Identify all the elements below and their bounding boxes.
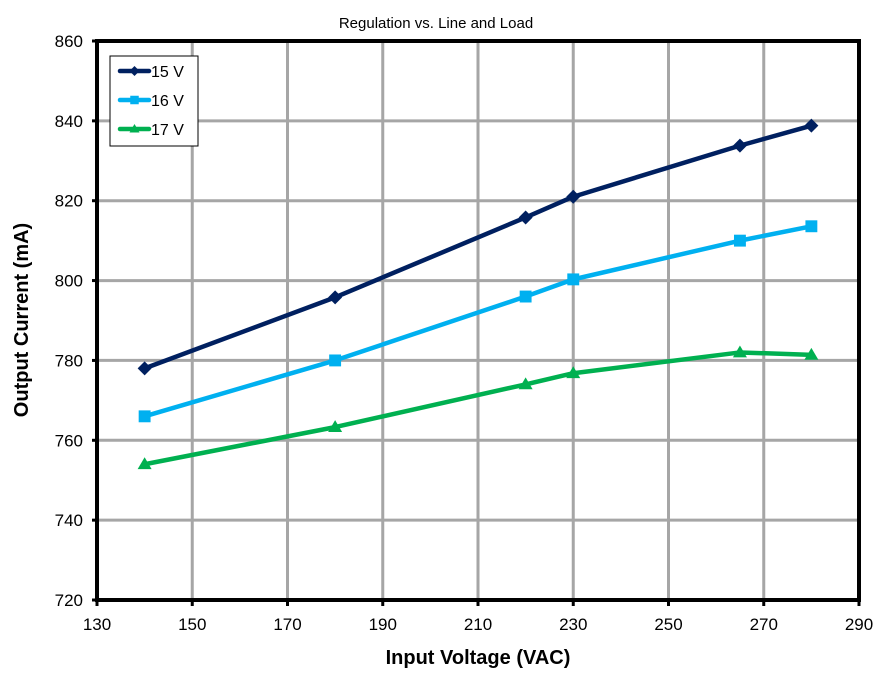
x-tick-label: 230: [559, 615, 587, 634]
x-axis-title: Input Voltage (VAC): [386, 647, 571, 669]
legend-marker-square-icon: [130, 95, 139, 105]
series-16v: [138, 220, 818, 423]
data-point-15v: [328, 290, 343, 305]
ticks: 720 740 760 780 800 820 840 860 130 150 170 190 210 2…: [55, 32, 874, 634]
y-tick-label: 760: [55, 431, 83, 450]
x-tick-label: 290: [845, 615, 873, 634]
series-15v: [137, 118, 819, 376]
x-tick-label: 210: [464, 615, 492, 634]
y-tick-label: 820: [55, 192, 83, 211]
legend-label: 15 V: [151, 64, 184, 81]
x-tick-label: 270: [750, 615, 778, 634]
legend-label: 16 V: [151, 93, 184, 110]
series-17v: [137, 345, 819, 470]
data-point-16v: [567, 273, 580, 286]
legend-item-15v: 15 V: [117, 64, 184, 81]
data-point-16v: [805, 220, 818, 233]
legend-item-17v: 17 V: [117, 122, 184, 139]
data-point-15v: [137, 361, 152, 376]
data-point-17v: [804, 347, 819, 360]
legend-marker-triangle-icon: [129, 124, 140, 133]
y-tick-label: 860: [55, 32, 83, 51]
x-tick-label: 190: [369, 615, 397, 634]
data-point-16v: [733, 234, 746, 247]
data-point-16v: [138, 410, 151, 423]
y-tick-label: 800: [55, 272, 83, 291]
data-point-16v: [329, 354, 342, 367]
legend: 15 V 16 V 17 V: [109, 55, 199, 147]
y-axis-title: Output Current (mA): [11, 223, 33, 417]
series-layer: [137, 118, 819, 470]
chart-title: Regulation vs. Line and Load: [339, 15, 533, 32]
data-point-17v: [732, 345, 747, 358]
x-tick-label: 130: [83, 615, 111, 634]
y-tick-label: 840: [55, 112, 83, 131]
legend-marker-diamond-icon: [129, 66, 140, 76]
legend-item-16v: 16 V: [117, 93, 184, 110]
data-point-15v: [732, 138, 747, 153]
data-point-17v: [566, 366, 581, 379]
data-point-17v: [518, 377, 533, 390]
grid: [97, 41, 859, 600]
x-tick-label: 150: [178, 615, 206, 634]
series-line-17v: [144, 350, 812, 467]
series-line-15v: [143, 123, 812, 371]
y-tick-label: 720: [55, 591, 83, 610]
series-line-16v: [143, 224, 812, 419]
legend-label: 17 V: [151, 122, 184, 139]
y-tick-label: 740: [55, 511, 83, 530]
data-point-15v: [566, 189, 581, 204]
data-point-17v: [328, 420, 343, 433]
data-point-15v: [518, 210, 533, 225]
data-point-17v: [137, 457, 152, 470]
x-tick-label: 250: [654, 615, 682, 634]
data-point-16v: [519, 290, 532, 303]
data-point-15v: [804, 118, 819, 133]
y-tick-label: 780: [55, 351, 83, 370]
x-tick-label: 170: [273, 615, 301, 634]
